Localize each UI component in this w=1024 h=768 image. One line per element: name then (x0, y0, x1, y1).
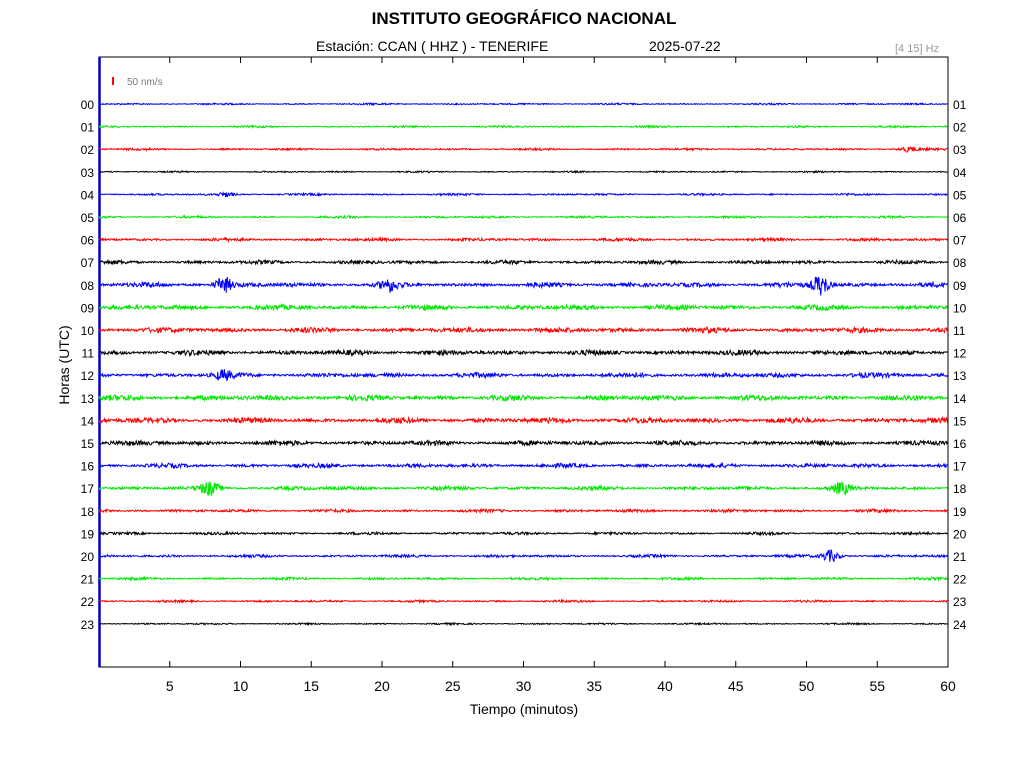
right-hour-label: 07 (953, 234, 967, 248)
right-hour-label: 03 (953, 143, 967, 157)
right-hour-label: 12 (953, 347, 967, 361)
left-hour-label: 10 (81, 324, 95, 338)
traces-group (98, 102, 948, 627)
scale-bar-label: 50 nm/s (127, 77, 163, 88)
trace-hour-08 (98, 276, 948, 296)
right-hour-label: 22 (953, 573, 967, 587)
right-hour-label: 15 (953, 414, 967, 428)
right-hour-label: 20 (953, 527, 967, 541)
left-hour-label: 00 (81, 98, 95, 112)
left-hour-label: 20 (81, 550, 95, 564)
trace-hour-07 (98, 258, 948, 266)
right-hour-label: 02 (953, 121, 967, 135)
right-hour-label: 17 (953, 460, 967, 474)
trace-hour-17 (98, 481, 948, 496)
right-hour-label: 06 (953, 211, 967, 225)
x-tick-label: 35 (586, 678, 602, 694)
x-tick-label: 15 (303, 678, 319, 694)
trace-hour-21 (98, 575, 948, 582)
hour-labels-group: 00 01 01 02 02 03 03 04 04 05 05 06 06 07 07 08 08 09 09 10… (81, 98, 967, 632)
right-hour-label: 19 (953, 505, 967, 519)
right-hour-label: 16 (953, 437, 967, 451)
trace-hour-16 (98, 461, 948, 470)
right-hour-label: 08 (953, 256, 967, 270)
left-hour-label: 06 (81, 234, 95, 248)
x-tick-label: 30 (516, 678, 532, 694)
trace-hour-03 (98, 169, 948, 174)
right-hour-label: 21 (953, 550, 967, 564)
x-tick-label: 55 (869, 678, 885, 694)
right-hour-label: 09 (953, 279, 967, 293)
trace-hour-18 (98, 507, 948, 515)
left-hour-label: 04 (81, 188, 95, 202)
frequency-band-label: [4 15] Hz (895, 43, 940, 55)
trace-hour-15 (98, 439, 948, 448)
left-hour-label: 01 (81, 121, 95, 135)
left-hour-label: 14 (81, 414, 95, 428)
trace-hour-05 (98, 214, 948, 220)
left-hour-label: 08 (81, 279, 95, 293)
chart-title: INSTITUTO GEOGRÁFICO NACIONAL (371, 9, 677, 28)
left-hour-label: 15 (81, 437, 95, 451)
left-hour-label: 21 (81, 573, 95, 587)
left-hour-label: 13 (81, 392, 95, 406)
right-hour-label: 13 (953, 369, 967, 383)
left-hour-label: 19 (81, 527, 95, 541)
x-tick-label: 20 (374, 678, 390, 694)
x-axis: 5 10 15 20 25 30 35 40 45 50 55 60 (166, 57, 956, 694)
right-hour-label: 14 (953, 392, 967, 406)
left-hour-label: 23 (81, 618, 95, 632)
left-hour-label: 18 (81, 505, 95, 519)
right-hour-label: 18 (953, 482, 967, 496)
left-hour-label: 03 (81, 166, 95, 180)
left-hour-label: 07 (81, 256, 95, 270)
trace-hour-13 (98, 393, 948, 403)
left-hour-label: 09 (81, 301, 95, 315)
trace-hour-11 (98, 348, 948, 358)
x-axis-label: Tiempo (minutos) (469, 701, 579, 717)
trace-hour-04 (98, 191, 948, 198)
trace-hour-19 (99, 530, 948, 537)
trace-hour-00 (98, 102, 948, 107)
left-hour-label: 16 (81, 460, 95, 474)
date-label: 2025-07-22 (649, 38, 721, 54)
trace-hour-06 (98, 236, 948, 243)
right-hour-label: 05 (953, 188, 967, 202)
x-tick-label: 10 (233, 678, 249, 694)
trace-hour-23 (98, 621, 948, 627)
station-label: Estación: CCAN ( HHZ ) - TENERIFE (316, 38, 549, 54)
right-hour-label: 23 (953, 595, 967, 609)
scale-bar: 50 nm/s (112, 77, 163, 88)
x-tick-label: 5 (166, 678, 174, 694)
left-hour-label: 11 (82, 347, 95, 361)
trace-hour-02 (98, 145, 948, 153)
x-tick-label: 50 (799, 678, 815, 694)
trace-hour-14 (98, 415, 948, 425)
x-tick-label: 60 (940, 678, 956, 694)
left-hour-label: 22 (81, 595, 95, 609)
left-hour-label: 12 (81, 369, 95, 383)
trace-hour-09 (98, 302, 948, 312)
x-tick-label: 25 (445, 678, 461, 694)
trace-hour-01 (98, 123, 948, 130)
right-hour-label: 01 (953, 98, 967, 112)
right-hour-label: 04 (953, 166, 967, 180)
right-hour-label: 24 (953, 618, 967, 632)
x-tick-label: 40 (657, 678, 673, 694)
trace-hour-12 (98, 369, 948, 382)
right-hour-label: 10 (953, 301, 967, 315)
left-hour-label: 17 (81, 482, 95, 496)
left-hour-label: 05 (81, 211, 95, 225)
right-hour-label: 11 (953, 324, 966, 338)
trace-hour-10 (98, 325, 948, 335)
trace-hour-20 (98, 549, 948, 563)
trace-hour-22 (98, 598, 948, 605)
left-hour-label: 02 (81, 143, 95, 157)
x-tick-label: 45 (728, 678, 744, 694)
